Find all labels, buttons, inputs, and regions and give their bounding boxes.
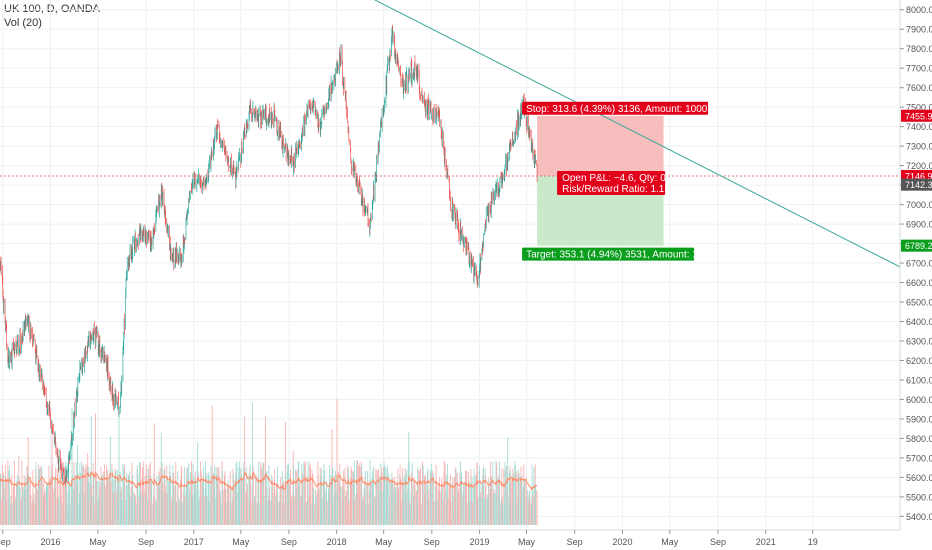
y-tick-label: 7800.0 bbox=[906, 44, 932, 54]
x-tick-label: Sep bbox=[138, 537, 154, 547]
volume-bars bbox=[0, 398, 538, 525]
x-tick-label: 2021 bbox=[756, 537, 776, 547]
stop-loss-zone[interactable] bbox=[537, 115, 664, 176]
x-tick-label: 2017 bbox=[184, 537, 204, 547]
y-tick-label: 6700.0 bbox=[906, 259, 932, 269]
y-tick-label: 5900.0 bbox=[906, 414, 932, 424]
y-tick-label: 5500.0 bbox=[906, 492, 932, 502]
price-axis[interactable]: 5400.0 5500.0 5600.0 5700.0 5800.0 5900.0 6000… bbox=[899, 0, 932, 550]
stop-price-tag-box bbox=[901, 109, 932, 122]
stop-price-tag-text: 7455.9 bbox=[905, 111, 932, 121]
y-tick-label: 6000.0 bbox=[906, 395, 932, 405]
x-tick-label: Sep bbox=[424, 537, 440, 547]
time-axis[interactable]: Sep 2016 May Sep 2017 May Sep 2018 May Sep 2019 May… bbox=[0, 529, 932, 550]
y-tick-label: 7900.0 bbox=[906, 25, 932, 35]
descending-trendline[interactable] bbox=[337, 0, 901, 268]
x-tick-label: Sep bbox=[0, 537, 11, 547]
ratio-text: Risk/Reward Ratio: 1.13 bbox=[562, 184, 670, 195]
y-tick-label: 5600.0 bbox=[906, 473, 932, 483]
stop-price-tag: 7455.9 bbox=[901, 109, 932, 122]
y-tick-label: 6500.0 bbox=[906, 298, 932, 308]
x-tick-label: Sep bbox=[710, 537, 726, 547]
stop-label: Stop: 313.6 (4.39%) 3136, Amount: 1000 bbox=[522, 101, 709, 115]
x-tick-label: 2020 bbox=[612, 537, 632, 547]
y-tick-label: 5800.0 bbox=[906, 434, 932, 444]
y-tick-label: 7700.0 bbox=[906, 64, 932, 74]
y-tick-label: 5400.0 bbox=[906, 512, 932, 522]
current-price-tag-text: 7146.9 bbox=[905, 171, 932, 181]
target-label-box bbox=[522, 247, 695, 261]
target-price-tag-box bbox=[901, 239, 932, 252]
y-tick-label: 7600.0 bbox=[906, 83, 932, 93]
x-tick-label: 2016 bbox=[40, 537, 60, 547]
chart-title: UK 100, D, OANDA bbox=[4, 3, 100, 15]
y-tick-label: 6100.0 bbox=[906, 375, 932, 385]
time-axis-bg bbox=[0, 530, 932, 550]
x-tick-label: Sep bbox=[567, 537, 583, 547]
volume-indicator-label: Vol (20) bbox=[4, 17, 42, 29]
trendline[interactable] bbox=[0, 0, 901, 268]
last-price-tag-text: 7142.3 bbox=[905, 180, 932, 190]
x-tick-label: Sep bbox=[281, 537, 297, 547]
y-tick-label: 7500.0 bbox=[906, 103, 932, 113]
target-price-tag-text: 6789.2 bbox=[905, 241, 932, 251]
x-tick-label: May bbox=[375, 537, 393, 547]
y-tick-label: 7000.0 bbox=[906, 200, 932, 210]
x-tick-label: May bbox=[89, 537, 107, 547]
y-tick-label: 6600.0 bbox=[906, 278, 932, 288]
position-labels: Stop: 313.6 (4.39%) 3136, Amount: 1000 Ta… bbox=[522, 101, 715, 261]
y-tick-label: 6200.0 bbox=[906, 356, 932, 366]
y-tick-label: 6300.0 bbox=[906, 336, 932, 346]
y-tick-label: 5700.0 bbox=[906, 453, 932, 463]
target-label: Target: 353.1 (4.94%) 3531, Amount: 1000 bbox=[522, 247, 715, 261]
grid bbox=[0, 0, 900, 530]
y-tick-label: 6900.0 bbox=[906, 220, 932, 230]
x-tick-label: 2019 bbox=[470, 537, 490, 547]
candlestick-series bbox=[0, 24, 538, 487]
volume-ma-line bbox=[0, 471, 538, 492]
target-label-text: Target: 353.1 (4.94%) 3531, Amount: 1000 bbox=[526, 250, 715, 261]
x-tick-label: May bbox=[518, 537, 536, 547]
stop-label-text: Stop: 313.6 (4.39%) 3136, Amount: 1000 bbox=[526, 104, 708, 115]
x-tick-label: 2018 bbox=[327, 537, 347, 547]
pnl-label-box bbox=[557, 170, 666, 195]
y-tick-label: 6400.0 bbox=[906, 317, 932, 327]
target-price-tag: 6789.2 bbox=[901, 239, 932, 252]
last-price-tag-box bbox=[901, 178, 932, 191]
x-tick-label: May bbox=[232, 537, 250, 547]
last-price-tag: 7142.3 bbox=[901, 178, 932, 191]
y-tick-label: 7400.0 bbox=[906, 122, 932, 132]
y-tick-label: 7300.0 bbox=[906, 142, 932, 152]
x-tick-label: 19 bbox=[808, 537, 818, 547]
stop-label-box bbox=[522, 101, 709, 115]
y-tick-label: 8000.0 bbox=[906, 5, 932, 15]
x-tick-label: May bbox=[661, 537, 679, 547]
pnl-text: Open P&L: −4.6, Qty: 0 bbox=[562, 173, 666, 184]
price-axis-bg bbox=[900, 0, 932, 550]
y-tick-label: 7200.0 bbox=[906, 161, 932, 171]
